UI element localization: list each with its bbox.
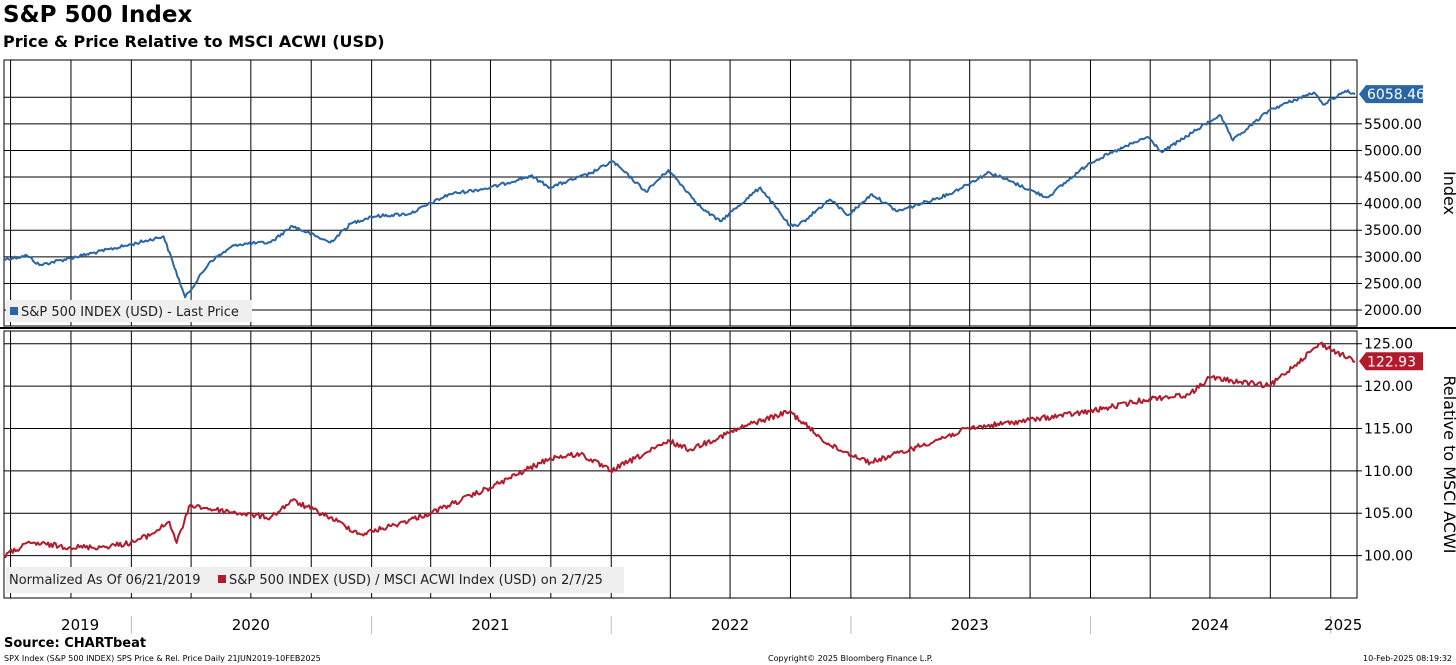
sp500-price-line (3, 89, 1356, 299)
y-tick-label: 125.00 (1364, 337, 1413, 353)
chart-title: S&P 500 Index (3, 2, 193, 28)
y-tick-label: 105.00 (1364, 506, 1413, 522)
legend-swatch (10, 307, 18, 315)
last-value-label: 6058.46 (1367, 87, 1425, 103)
footer-description: SPX Index (S&P 500 INDEX) SPS Price & Re… (4, 654, 321, 663)
x-year-label: 2023 (951, 616, 989, 634)
plot-frame (3, 330, 1358, 599)
bottom-panel-y-axis: 100.00 105.00 110.00 115.00 120.00 125.00 Rela… (1357, 337, 1456, 565)
legend-box (6, 300, 252, 322)
y-tick-label: 110.00 (1364, 464, 1413, 480)
y-tick-label: 3500.00 (1364, 223, 1422, 239)
legends: S&P 500 INDEX (USD) - Last Price Normaliz… (6, 300, 624, 593)
x-year-label: 2022 (711, 616, 749, 634)
y-tick-label: 100.00 (1364, 549, 1413, 565)
legend-box (6, 567, 624, 593)
last-value-label: 122.93 (1367, 354, 1416, 370)
y-tick-label: 2500.00 (1364, 276, 1422, 292)
y-tick-label: 5500.00 (1364, 117, 1422, 133)
relative-price-line (3, 341, 1356, 559)
chart-subtitle: Price & Price Relative to MSCI ACWI (USD… (3, 32, 385, 51)
footer-timestamp: 10-Feb-2025 08:19:32 (1363, 654, 1452, 663)
last-value-box (1359, 352, 1423, 371)
bottom-panel-grid (3, 330, 1358, 599)
y-tick-label: 4000.00 (1364, 197, 1422, 213)
plot-frame (3, 59, 1358, 327)
top-panel-y-axis: 2000.00 2500.00 3000.00 3500.00 4000.00 4500.… (1357, 85, 1456, 319)
x-year-label: 2024 (1191, 616, 1229, 634)
x-year-label: 2020 (232, 616, 270, 634)
y-tick-label: 5000.00 (1364, 143, 1422, 159)
y-axis-title: Index (1440, 171, 1456, 215)
last-value-box (1359, 85, 1423, 104)
y-tick-label: 115.00 (1364, 421, 1413, 437)
last-value-tag: 6058.46 (1359, 85, 1425, 104)
chart-area: 2000.00 2500.00 3000.00 3500.00 4000.00 4500.… (0, 59, 1456, 634)
y-tick-label: 120.00 (1364, 379, 1413, 395)
legend-label: S&P 500 INDEX (USD) / MSCI ACWI Index (U… (229, 573, 603, 588)
source-note: Source: CHARTbeat (4, 636, 147, 651)
y-tick-label: 4500.00 (1364, 170, 1422, 186)
y-tick-label: 2000.00 (1364, 303, 1422, 319)
y-axis-title: Relative to MSCI ACWI (1440, 375, 1456, 553)
x-year-label: 2025 (1324, 616, 1362, 634)
legend-label: S&P 500 INDEX (USD) - Last Price (21, 305, 239, 320)
top-panel-grid (3, 59, 1358, 327)
legend-swatch (218, 575, 226, 583)
legend-prefix: Normalized As Of 06/21/2019 (9, 573, 201, 588)
x-year-label: 2021 (471, 616, 509, 634)
x-year-label: 2019 (61, 616, 99, 634)
y-tick-label: 3000.00 (1364, 250, 1422, 266)
footer-copyright: Copyright© 2025 Bloomberg Finance L.P. (768, 654, 933, 663)
last-value-tag: 122.93 (1359, 352, 1423, 371)
x-axis: 2019 2020 2021 2022 2023 2024 2025 (4, 597, 1362, 634)
